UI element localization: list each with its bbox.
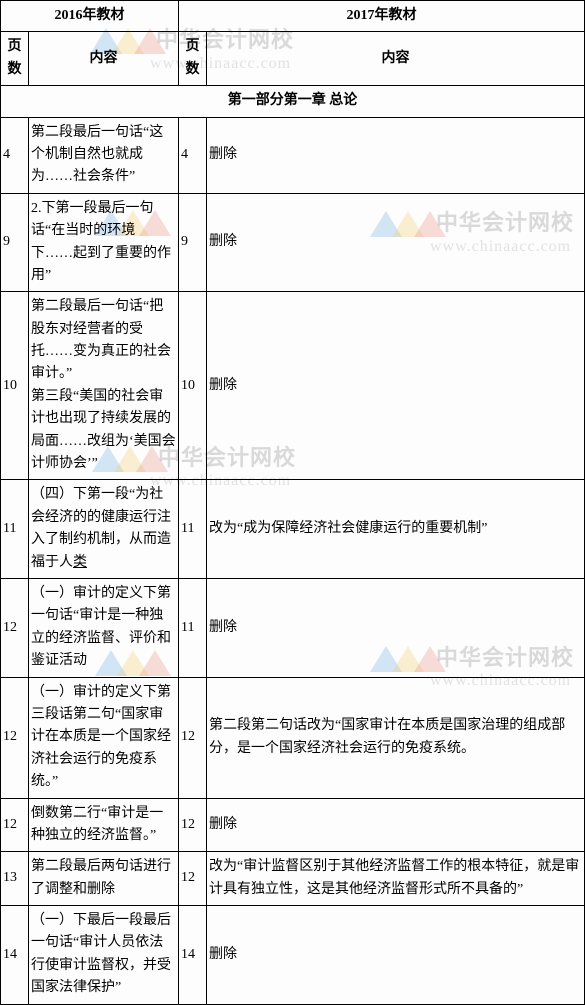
table-row: 9 2.下第一段最后一句话“在当时的环境下……起到了重要的作用” 9 删除: [1, 193, 585, 292]
cell-page-2016: 13: [1, 852, 29, 906]
cell-content-2017: 删除: [207, 578, 585, 677]
cell-content-2017: 删除: [207, 193, 585, 292]
header-row-labels: 页数 内容 页数 内容: [1, 32, 585, 86]
table-row: 12 （一）审计的定义下第三段话第二句“国家审计在本质是一个国家经济社会运行的免…: [1, 677, 585, 798]
cell-content-2017: 删除: [207, 292, 585, 480]
cell-page-2017: 11: [179, 578, 207, 677]
cell-content-2017: 改为“审计监督区别于其他经济监督工作的根本特征，就是审计具有独立性，这是其他经济…: [207, 852, 585, 906]
cell-content-2017: 删除: [207, 798, 585, 852]
text-underlined: 类: [73, 555, 87, 570]
cell-page-2017: 12: [179, 852, 207, 906]
cell-content-2016: （一）审计的定义下第三段话第二句“国家审计在本质是一个国家经济社会运行的免疫系统…: [29, 677, 179, 798]
cell-content-2017: 删除: [207, 906, 585, 1005]
cell-content-2017: 改为“成为保障经济社会健康运行的重要机制”: [207, 480, 585, 579]
cell-page-2016: 12: [1, 798, 29, 852]
cell-page-2016: 12: [1, 677, 29, 798]
table-row: 4 第二段最后一句话“这个机制自然也就成为……社会条件” 4 删除: [1, 117, 585, 193]
cell-content-2016: （四）下第一段“为社会经济的的健康运行注入了制约机制，从而造福于人类: [29, 480, 179, 579]
header-page-2: 页数: [179, 32, 207, 86]
header-content-2: 内容: [207, 32, 585, 86]
cell-page-2017: 4: [179, 117, 207, 193]
header-row-years: 2016年教材 2017年教材: [1, 1, 585, 32]
header-content-1: 内容: [29, 32, 179, 86]
section-title: 第一部分第一章 总论: [1, 86, 585, 117]
header-2016: 2016年教材: [1, 1, 179, 32]
text-fragment: （四）下第一段“为社会经济的的健康运行注入了制约机制，从而造福于人: [31, 487, 171, 569]
cell-page-2017: 12: [179, 677, 207, 798]
cell-content-2016: （一）下最后一段最后一句话“审计人员依法行使审计监督权，并受国家法律保护”: [29, 906, 179, 1005]
table-body: 4 第二段最后一句话“这个机制自然也就成为……社会条件” 4 删除 9 2.下第…: [1, 117, 585, 1004]
cell-page-2016: 9: [1, 193, 29, 292]
cell-content-2017: 删除: [207, 117, 585, 193]
section-row: 第一部分第一章 总论: [1, 86, 585, 117]
table-row: 12 倒数第二行“审计是一种独立的经济监督。” 12 删除: [1, 798, 585, 852]
table-row: 12 （一）审计的定义下第一句话“审计是一种独立的经济监督、评价和鉴证活动 11…: [1, 578, 585, 677]
cell-content-2016: 2.下第一段最后一句话“在当时的环境下……起到了重要的作用”: [29, 193, 179, 292]
cell-page-2017: 10: [179, 292, 207, 480]
cell-content-2017: 第二段第二句话改为“国家审计在本质是国家治理的组成部分，是一个国家经济社会运行的…: [207, 677, 585, 798]
cell-page-2017: 9: [179, 193, 207, 292]
cell-page-2016: 11: [1, 480, 29, 579]
table-row: 10 第二段最后一句话“把股东对经营者的受托……变为真正的社会审计。” 第三段“…: [1, 292, 585, 480]
cell-page-2016: 14: [1, 906, 29, 1005]
cell-content-2016: 第二段最后一句话“把股东对经营者的受托……变为真正的社会审计。” 第三段“美国的…: [29, 292, 179, 480]
table-row: 11 （四）下第一段“为社会经济的的健康运行注入了制约机制，从而造福于人类 11…: [1, 480, 585, 579]
cell-page-2016: 4: [1, 117, 29, 193]
cell-content-2016: 倒数第二行“审计是一种独立的经济监督。”: [29, 798, 179, 852]
table-row: 14 （一）下最后一段最后一句话“审计人员依法行使审计监督权，并受国家法律保护”…: [1, 906, 585, 1005]
comparison-table: 2016年教材 2017年教材 页数 内容 页数 内容 第一部分第一章 总论 4…: [0, 0, 585, 1005]
page-container: 中华会计网校 www.chinaacc.com 中华会计网校 www.china…: [0, 0, 585, 1005]
cell-content-2016: （一）审计的定义下第一句话“审计是一种独立的经济监督、评价和鉴证活动: [29, 578, 179, 677]
header-2017: 2017年教材: [179, 1, 585, 32]
cell-content-2016: 第二段最后一句话“这个机制自然也就成为……社会条件”: [29, 117, 179, 193]
cell-content-2016: 第二段最后两句话进行了调整和删除: [29, 852, 179, 906]
table-row: 13 第二段最后两句话进行了调整和删除 12 改为“审计监督区别于其他经济监督工…: [1, 852, 585, 906]
cell-page-2016: 10: [1, 292, 29, 480]
cell-page-2017: 14: [179, 906, 207, 1005]
cell-page-2017: 12: [179, 798, 207, 852]
header-page-1: 页数: [1, 32, 29, 86]
cell-page-2017: 11: [179, 480, 207, 579]
cell-page-2016: 12: [1, 578, 29, 677]
